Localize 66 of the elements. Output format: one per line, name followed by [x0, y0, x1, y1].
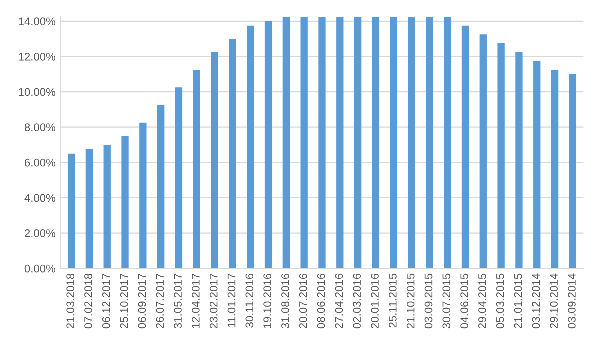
x-tick-label: 03.12.2014	[532, 274, 540, 329]
x-tick-label: 19.10.2016	[264, 274, 272, 328]
bar	[551, 70, 559, 269]
x-tick-label: 21.03.2018	[66, 274, 75, 329]
bar	[516, 52, 523, 269]
x-tick-label: 27.04.2016	[335, 274, 344, 329]
x-tick-label: 03.09.2014	[568, 274, 576, 329]
bar	[336, 17, 344, 269]
x-tick-label: 30.07.2015	[442, 274, 451, 329]
bar	[354, 17, 362, 269]
bar	[282, 17, 290, 269]
bar	[211, 52, 218, 269]
x-tick-label: 06.12.2017	[102, 274, 110, 329]
bar	[104, 145, 111, 269]
bar	[462, 26, 470, 269]
x-tick-label: 29.04.2015	[478, 274, 486, 329]
bar	[534, 61, 541, 269]
x-tick-label: 23.02.2017	[210, 274, 218, 329]
bar	[318, 17, 326, 269]
bar	[68, 154, 76, 269]
x-tick-label: 11.01.2017	[228, 274, 236, 328]
bar	[193, 70, 200, 269]
x-tick-label: 25.11.2015	[388, 274, 397, 328]
bar	[408, 17, 416, 269]
x-tick-label: 20.01.2016	[371, 274, 379, 329]
y-tick-label: 8.00%	[24, 124, 56, 132]
bar	[426, 17, 434, 269]
x-tick-label: 31.05.2017	[174, 274, 182, 329]
bar	[157, 105, 165, 269]
x-tick-label: 05.03.2015	[496, 274, 504, 329]
x-tick-label: 02.03.2016	[353, 274, 362, 329]
y-tick-label: 6.00%	[25, 158, 56, 167]
x-tick-label: 25.10.2017	[120, 274, 128, 329]
bar	[122, 136, 129, 269]
bar	[229, 39, 236, 269]
bar	[569, 74, 577, 269]
bar	[86, 149, 94, 269]
x-tick-label: 26.07.2017	[156, 274, 164, 329]
x-tick-label: 07.02.2018	[84, 274, 92, 329]
x-tick-label: 29.10.2014	[550, 274, 558, 329]
x-tick-label: 21.01.2015	[514, 274, 522, 329]
bar	[264, 21, 272, 269]
y-tick-label: 4.00%	[24, 194, 56, 202]
x-tick-label: 21.10.2015	[406, 274, 415, 329]
x-tick-label: 31.08.2016	[282, 274, 290, 329]
bar	[444, 17, 452, 269]
x-tick-label: 30.11.2016	[246, 274, 254, 328]
bar	[247, 26, 254, 269]
bar	[175, 88, 183, 269]
bar	[140, 122, 147, 269]
x-tick-label: 06.09.2017	[138, 274, 146, 329]
bar	[390, 17, 398, 269]
y-tick-label: 12.00%	[19, 52, 56, 61]
x-tick-label: 03.09.2015	[424, 274, 433, 329]
x-tick-label: 08.06.2016	[317, 274, 326, 329]
bar	[300, 17, 308, 269]
y-tick-label: 0.00%	[24, 264, 56, 273]
y-tick-label: 2.00%	[24, 230, 56, 238]
bar	[498, 43, 505, 269]
x-tick-label: 20.07.2016	[299, 274, 308, 329]
bar	[480, 34, 487, 269]
x-tick-label: 12.04.2017	[192, 274, 200, 328]
y-tick-label: 10.00%	[19, 88, 56, 96]
y-tick-label: 14.00%	[19, 18, 56, 26]
bar	[372, 17, 380, 269]
x-tick-label: 04.06.2015	[460, 274, 468, 329]
